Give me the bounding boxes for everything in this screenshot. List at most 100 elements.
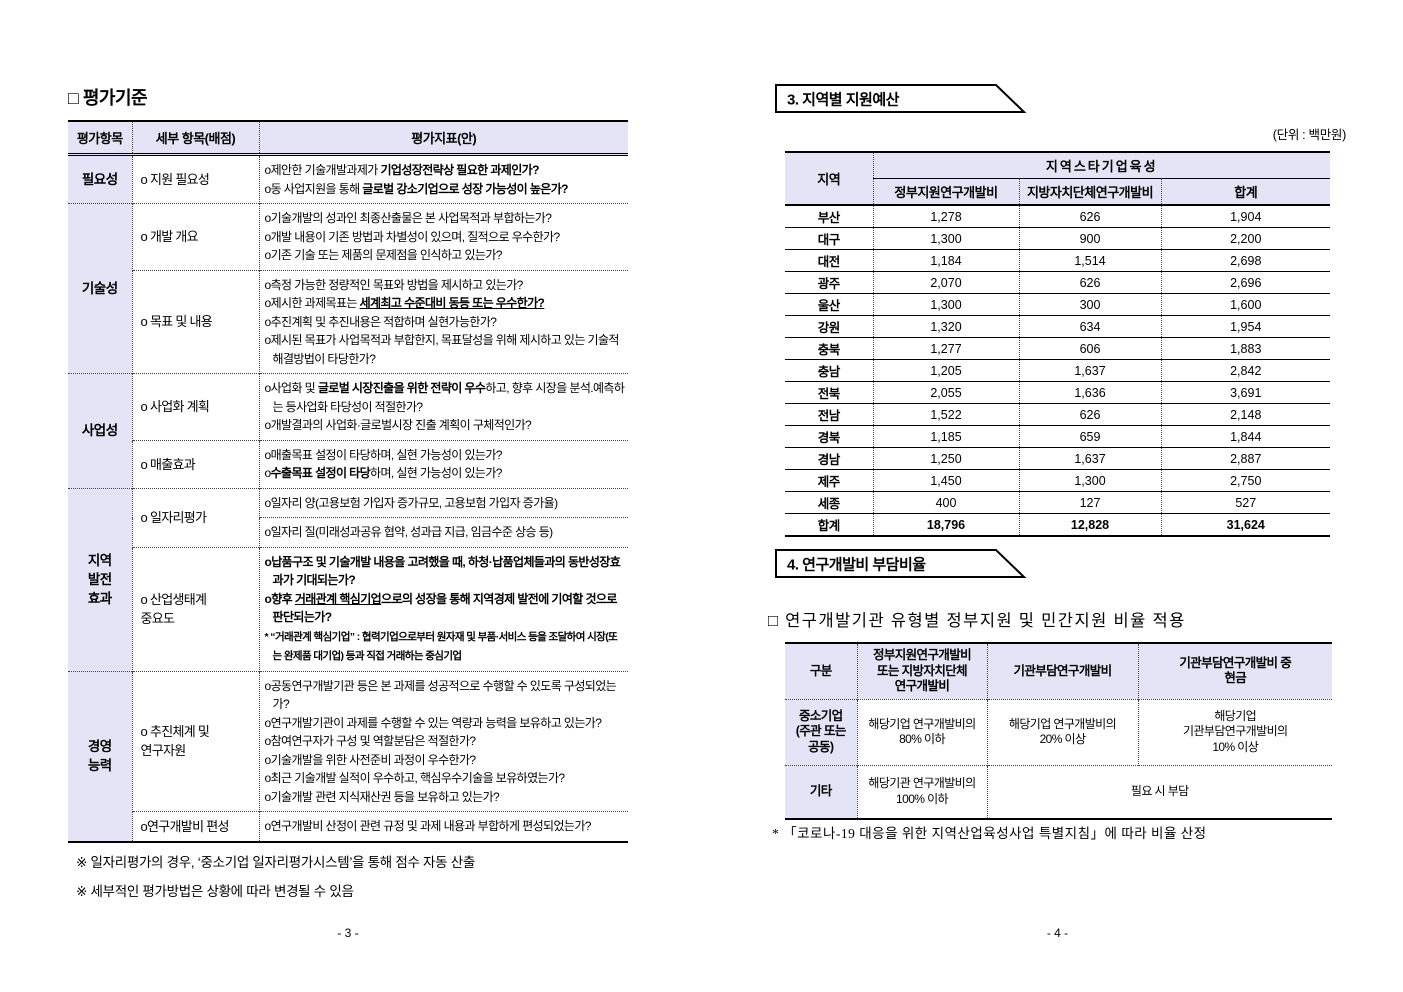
total-local: 12,828	[1018, 513, 1161, 536]
value-cell: 2,842	[1160, 359, 1330, 382]
ratio-row-sme: 중소기업 (주관 또는 공동) 해당기업 연구개발비의 80% 이하 해당기업 …	[785, 698, 1332, 765]
value-cell: 1,514	[1018, 249, 1161, 272]
value-cell: 1,277	[872, 337, 1019, 360]
value-cell: 2,698	[1160, 249, 1330, 272]
indicator-line: o개발결과의 사업화·글로벌시장 진출 계획이 구체적인가?	[264, 418, 532, 432]
subitem-label: o 개발 개요	[131, 203, 259, 270]
indicator-line: o기술개발을 위한 사전준비 과정이 우수한가?	[264, 752, 477, 767]
page-number-left: - 3 -	[337, 926, 359, 940]
indicator-line: o제시된 목표가 사업목적과 부합한지, 목표달성을 위해 제시하고 있는 기술…	[264, 333, 620, 366]
value-cell: 626	[1018, 403, 1161, 426]
indicator-cell: o제안한 기술개발과제가 기업성장전략상 필요한 과제인가? o동 사업지원을 통…	[258, 154, 628, 204]
value-cell: 1,637	[1018, 359, 1161, 382]
budget-row: 충북 1,277 606 1,883	[785, 337, 1330, 360]
budget-row: 경북 1,185 659 1,844	[785, 425, 1330, 448]
table-row: o 산업생태계 중요도 o납품구조 및 기술개발 내용을 고려했을 때, 하청·…	[68, 546, 628, 671]
footnote-line: ※ 일자리평가의 경우, ‘중소기업 일자리평가시스템’을 통해 점수 자동 산…	[76, 855, 475, 870]
subitem-label: o 산업생태계 중요도	[131, 546, 259, 671]
indicator-cell: o연구개발비 산정이 관련 규정 및 과제 내용과 부합하게 편성되었는가?	[258, 811, 628, 842]
eval-header-row: 평가항목 세부 항목(배점) 평가지표(안)	[68, 120, 628, 156]
value-cell: 634	[1018, 315, 1161, 338]
banner-shape	[775, 84, 1027, 113]
rnd-cost-ratio-table: 구분 정부지원연구개발비 또는 지방자치단체 연구개발비 기관부담연구개발비 기…	[785, 642, 1332, 820]
etc-gov-cell: 해당기관 연구개발비의 100% 이하	[856, 764, 987, 819]
indicator-line: o제안한 기술개발과제가 기업성장전략상 필요한 과제인가?	[264, 163, 540, 177]
region-cell: 경북	[785, 425, 873, 448]
section4-title: 4. 연구개발비 부담비율	[787, 556, 926, 574]
ratio-header-row: 구분 정부지원연구개발비 또는 지방자치단체 연구개발비 기관부담연구개발비 기…	[785, 643, 1332, 699]
value-cell: 1,300	[1018, 469, 1161, 492]
col-header-gov-or-local: 정부지원연구개발비 또는 지방자치단체 연구개발비	[856, 643, 987, 699]
value-cell: 1,600	[1160, 293, 1330, 316]
col-header-gov-rnd: 정부지원연구개발비	[872, 178, 1019, 205]
value-cell: 900	[1018, 227, 1161, 250]
section3-banner: 3. 지역별 지원예산	[775, 84, 1027, 114]
section4-footnote: * 「코로나-19 대응을 위한 지역산업육성사업 특별지침」에 따라 비율 산…	[772, 826, 1207, 841]
value-cell: 2,696	[1160, 271, 1330, 294]
subitem-label: o 일자리평가	[131, 487, 259, 547]
budget-subheader-row: 정부지원연구개발비 지방자치단체연구개발비 합계	[785, 178, 1330, 205]
region-cell: 충북	[785, 337, 873, 360]
value-cell: 1,636	[1018, 381, 1161, 404]
value-cell: 2,148	[1160, 403, 1330, 426]
indicator-line: o매출목표 설정이 타당하며, 실현 가능성이 있는가?	[264, 447, 503, 462]
indicator-cell: o매출목표 설정이 타당하며, 실현 가능성이 있는가? o수출목표 설정이 타당…	[258, 439, 628, 488]
indicator-cell: o기술개발의 성과인 최종산출물은 본 사업목적과 부합하는가? o개발 내용이 …	[258, 203, 628, 270]
value-cell: 659	[1018, 425, 1161, 448]
region-cell: 울산	[785, 293, 873, 316]
table-row: o 매출효과 o매출목표 설정이 타당하며, 실현 가능성이 있는가? o수출목표…	[68, 439, 628, 488]
table-row: o 목표 및 내용 o측정 가능한 정량적인 목표와 방법을 제시하고 있는가?…	[68, 269, 628, 374]
indicator-line: o납품구조 및 기술개발 내용을 고려했을 때, 하청·납품업체들과의 동반성장…	[264, 554, 621, 588]
subitem-label: o 사업화 계획	[131, 373, 259, 440]
value-cell: 1,954	[1160, 315, 1330, 338]
region-cell: 강원	[785, 315, 873, 338]
regional-budget-table: 지역 지역스타기업육성 정부지원연구개발비 지방자치단체연구개발비 합계 부산 1…	[785, 151, 1330, 537]
group-necessity: 필요성	[68, 154, 132, 204]
table-row: 기술성 o 개발 개요 o기술개발의 성과인 최종산출물은 본 사업목적과 부합…	[68, 203, 628, 374]
table-row: o연구개발비 편성 o연구개발비 산정이 관련 규정 및 과제 내용과 부합하게…	[68, 811, 628, 842]
group-regional-effect: 지역 발전 효과	[68, 487, 132, 671]
value-cell: 1,450	[872, 469, 1019, 492]
indicator-cell: o측정 가능한 정량적인 목표와 방법을 제시하고 있는가? o제시한 과제목표는…	[258, 269, 628, 374]
indicator-line: o추진계획 및 추진내용은 적합하며 실현가능한가?	[264, 314, 497, 329]
banner-shape	[775, 549, 1027, 578]
indicator-line: o기술개발 관련 지식재산권 등을 보유하고 있는가?	[264, 789, 500, 804]
value-cell: 1,320	[872, 315, 1019, 338]
indicator-line: o측정 가능한 정량적인 목표와 방법을 제시하고 있는가?	[264, 277, 524, 292]
budget-row: 경남 1,250 1,637 2,887	[785, 447, 1330, 470]
budget-header-row: 지역 지역스타기업육성	[785, 152, 1330, 205]
value-cell: 1,300	[872, 227, 1019, 250]
value-cell: 626	[1018, 271, 1161, 294]
value-cell: 300	[1018, 293, 1161, 316]
table-row: 필요성 o 지원 필요성 o제안한 기술개발과제가 기업성장전략상 필요한 과제…	[68, 154, 628, 204]
budget-row: 부산 1,278 626 1,904	[785, 204, 1330, 228]
budget-row: 강원 1,320 634 1,954	[785, 315, 1330, 338]
evaluation-criteria-table: 평가항목 세부 항목(배점) 평가지표(안) 필요성 o 지원 필요성 o제안한…	[68, 120, 628, 843]
indicator-line: o동 사업지원을 통해 글로벌 강소기업으로 성장 가능성이 높은가?	[264, 181, 569, 196]
group-management: 경영 능력	[68, 670, 132, 842]
value-cell: 1,205	[872, 359, 1019, 382]
col-header-class: 구분	[785, 643, 857, 699]
value-cell: 1,185	[872, 425, 1019, 448]
col-header-region: 지역	[785, 152, 873, 205]
region-cell: 광주	[785, 271, 873, 294]
budget-row: 대구 1,300 900 2,200	[785, 227, 1330, 250]
indicator-line: * “거래관계 핵심기업” : 협력기업으로부터 원자재 및 부품·서비스 등을…	[264, 630, 618, 663]
subitem-label: o 목표 및 내용	[131, 269, 259, 374]
sme-gov-cell: 해당기업 연구개발비의 80% 이하	[856, 698, 987, 765]
etc-burden-cell: 필요 시 부담	[986, 764, 1332, 819]
subitem-label: o 지원 필요성	[131, 154, 259, 204]
indicator-line: o기존 기술 또는 제품의 문제점을 인식하고 있는가?	[264, 248, 503, 262]
indicator-line: o제시한 과제목표는 세계최고 수준대비 동등 또는 우수한가?	[264, 296, 545, 310]
value-cell: 1,904	[1160, 204, 1330, 228]
footnotes: ※ 일자리평가의 경우, ‘중소기업 일자리평가시스템’을 통해 점수 자동 산…	[76, 848, 475, 906]
value-cell: 2,200	[1160, 227, 1330, 250]
region-cell: 충남	[785, 359, 873, 382]
row-label-sme: 중소기업 (주관 또는 공동)	[785, 698, 857, 765]
budget-row: 광주 2,070 626 2,696	[785, 271, 1330, 294]
region-cell: 전북	[785, 381, 873, 404]
budget-row: 세종 400 127 527	[785, 491, 1330, 514]
region-cell: 세종	[785, 491, 873, 514]
budget-row: 전북 2,055 1,636 3,691	[785, 381, 1330, 404]
indicator-line: o연구개발기관이 과제를 수행할 수 있는 역량과 능력을 보유하고 있는가?	[264, 715, 602, 730]
